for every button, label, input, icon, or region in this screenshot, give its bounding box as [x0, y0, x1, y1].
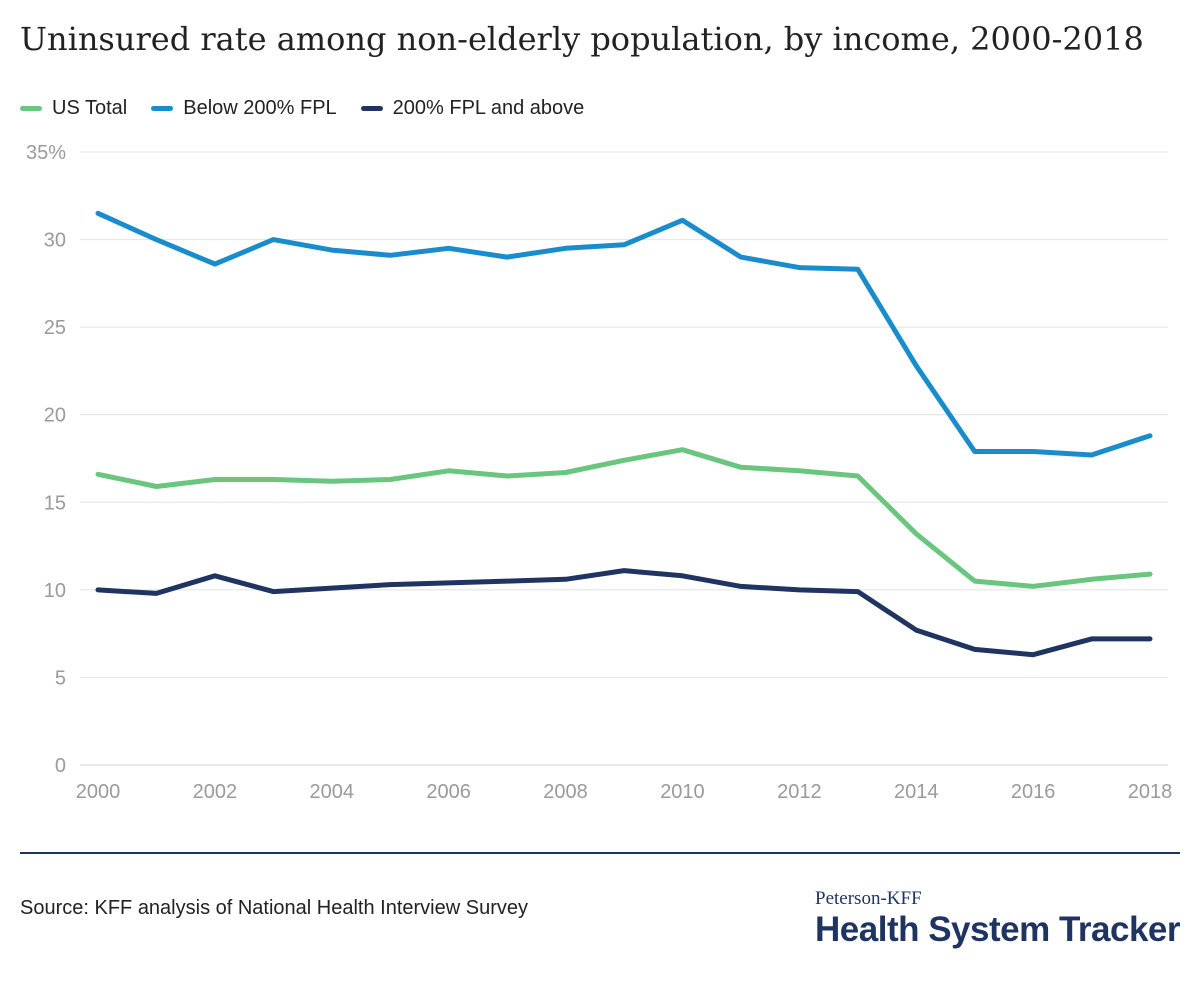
chart-title: Uninsured rate among non-elderly populat…	[20, 20, 1144, 58]
series-line-200-fpl-and-above	[95, 568, 1153, 658]
y-tick-label: 15	[44, 492, 66, 514]
legend-label: Below 200% FPL	[183, 96, 337, 119]
legend-item-below-200-fpl: Below 200% FPL	[151, 96, 337, 120]
series-line-us-total	[95, 447, 1153, 589]
logo-subtitle: Peterson-KFF	[815, 888, 922, 909]
x-tick-label: 2018	[1128, 781, 1173, 803]
y-tick-label: 20	[44, 405, 66, 427]
series-line-below-200-fpl	[95, 210, 1153, 458]
x-tick-label: 2010	[660, 781, 705, 803]
x-tick-label: 2002	[193, 781, 238, 803]
y-tick-label: 25	[44, 317, 66, 339]
legend-label: US Total	[52, 96, 128, 119]
y-tick-label: 5	[55, 667, 66, 689]
x-tick-label: 2014	[894, 781, 939, 803]
x-tick-label: 2016	[1011, 781, 1056, 803]
x-tick-label: 2008	[543, 781, 588, 803]
x-tick-label: 2004	[310, 781, 355, 803]
y-tick-label: 0	[55, 755, 66, 777]
y-tick-label: 10	[44, 580, 66, 602]
legend-swatch	[151, 105, 174, 111]
line-chart: 0 5 10 15 20 25 30 35% 2000 2002 2004 2006 2008 2010 2…	[26, 142, 1173, 803]
x-tick-label: 2006	[426, 781, 471, 803]
logo-title: Health System Tracker	[815, 910, 1180, 949]
legend-label: 200% FPL and above	[392, 96, 585, 119]
y-tick-label: 35%	[26, 142, 66, 164]
legend-swatch	[20, 105, 42, 111]
footer-divider	[20, 852, 1180, 854]
x-tick-label: 2000	[76, 781, 121, 803]
legend: US Total Below 200% FPL 200% FPL and abo…	[20, 96, 608, 120]
source-note: Source: KFF analysis of National Health …	[20, 897, 528, 919]
legend-item-us-total: US Total	[20, 97, 127, 120]
legend-item-200-fpl-and-above: 200% FPL and above	[360, 96, 585, 120]
brand-logo: Peterson-KFF Health System Tracker	[815, 888, 1180, 950]
y-tick-label: 30	[44, 230, 66, 252]
x-tick-label: 2012	[777, 781, 822, 803]
legend-swatch	[360, 105, 383, 111]
